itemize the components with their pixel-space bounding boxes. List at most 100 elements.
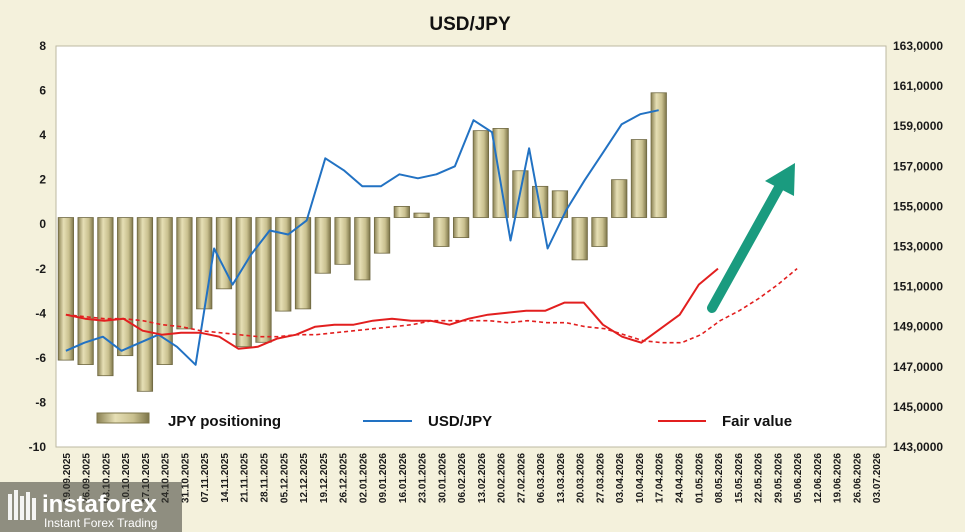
left-tick-3: 2 xyxy=(39,173,46,187)
bar-positioning-6 xyxy=(176,217,193,330)
left-tick-7: -6 xyxy=(35,351,46,365)
x-tick-29: 10.04.2026 xyxy=(635,453,646,503)
x-tick-5: 24.10.2025 xyxy=(161,453,172,503)
left-tick-0: 8 xyxy=(39,39,46,53)
x-tick-14: 26.12.2025 xyxy=(339,453,350,503)
bar-positioning-11 xyxy=(275,217,292,312)
x-tick-1: 26.09.2025 xyxy=(82,453,93,503)
x-tick-24: 06.03.2026 xyxy=(536,453,547,503)
bars-group xyxy=(57,92,667,392)
chart-title: USD/JPY xyxy=(429,14,511,35)
bar-positioning-27 xyxy=(591,217,608,247)
left-tick-6: -4 xyxy=(35,306,46,320)
x-tick-28: 03.04.2026 xyxy=(615,453,626,503)
bar-positioning-21 xyxy=(472,130,489,218)
x-tick-32: 01.05.2026 xyxy=(694,453,705,503)
trend-arrow-shaft xyxy=(707,177,787,313)
left-tick-1: 6 xyxy=(39,84,46,98)
bar-positioning-7 xyxy=(196,217,213,310)
lines-group xyxy=(65,109,798,366)
bar-positioning-26 xyxy=(571,217,588,261)
x-tick-10: 28.11.2025 xyxy=(260,453,271,503)
line-fair-value-forecast xyxy=(65,267,798,344)
x-tick-21: 13.02.2026 xyxy=(477,453,488,503)
left-tick-4: 0 xyxy=(39,217,46,231)
trend-arrow-head xyxy=(765,163,795,196)
bar-positioning-25 xyxy=(551,190,569,218)
watermark-background xyxy=(0,482,182,532)
trend-arrow xyxy=(707,163,795,313)
x-tick-0: 19.09.2025 xyxy=(62,453,73,503)
x-tick-7: 07.11.2025 xyxy=(200,453,211,503)
line-usd-jpy xyxy=(65,109,659,366)
x-tick-4: 17.10.2025 xyxy=(141,453,152,503)
x-tick-11: 05.12.2025 xyxy=(279,453,290,503)
legend-swatch-positioning xyxy=(96,412,150,424)
watermark: instaforex Instant Forex Trading xyxy=(0,482,182,532)
bar-positioning-17 xyxy=(393,205,410,218)
bar-positioning-24 xyxy=(532,185,549,218)
x-tick-34: 15.05.2026 xyxy=(734,453,745,503)
x-tick-23: 27.02.2026 xyxy=(516,453,527,503)
x-tick-35: 22.05.2026 xyxy=(754,453,765,503)
x-tick-25: 13.03.2026 xyxy=(556,453,567,503)
bar-positioning-1 xyxy=(77,217,94,365)
x-tick-20: 06.02.2026 xyxy=(457,453,468,503)
bar-positioning-20 xyxy=(453,217,470,238)
x-tick-22: 20.02.2026 xyxy=(497,453,508,503)
right-tick-0: 163,0000 xyxy=(893,39,943,53)
line-fair-value xyxy=(65,267,719,350)
x-tick-36: 29.05.2026 xyxy=(773,453,784,503)
bar-positioning-22 xyxy=(492,128,509,218)
axes-group: 8 6 4 2 0 -2 -4 -6 -8 -10 163,0000 161,0000 159,0000… xyxy=(29,39,944,503)
right-tick-9: 145,0000 xyxy=(893,400,943,414)
legend-label-positioning: JPY positioning xyxy=(168,413,281,430)
x-tick-8: 14.11.2025 xyxy=(220,453,231,503)
x-tick-31: 24.04.2026 xyxy=(675,453,686,503)
x-tick-33: 08.05.2026 xyxy=(714,453,725,503)
left-tick-8: -8 xyxy=(35,395,46,409)
x-tick-2: 03.10.2025 xyxy=(101,453,112,503)
right-tick-5: 153,0000 xyxy=(893,240,943,254)
right-tick-7: 149,0000 xyxy=(893,320,943,334)
left-tick-5: -2 xyxy=(35,262,46,276)
x-tick-19: 30.01.2026 xyxy=(437,453,448,503)
bar-positioning-9 xyxy=(235,217,252,348)
legend-label-usdjpy: USD/JPY xyxy=(428,413,492,430)
x-tick-3: 10.10.2025 xyxy=(121,453,132,503)
right-tick-3: 157,0000 xyxy=(893,159,943,173)
bar-positioning-16 xyxy=(373,217,391,254)
right-tick-4: 155,0000 xyxy=(893,199,943,213)
x-tick-38: 12.06.2026 xyxy=(813,453,824,503)
bar-positioning-10 xyxy=(255,217,272,343)
bar-positioning-2 xyxy=(97,217,114,377)
left-tick-2: 4 xyxy=(39,128,46,142)
legend: JPY positioning USD/JPY Fair value xyxy=(96,412,792,430)
x-tick-39: 19.06.2026 xyxy=(833,453,844,503)
x-tick-40: 26.06.2026 xyxy=(852,453,863,503)
bar-positioning-14 xyxy=(334,217,351,265)
bar-positioning-3 xyxy=(117,217,134,357)
x-tick-17: 16.01.2026 xyxy=(398,453,409,503)
x-tick-26: 20.03.2026 xyxy=(576,453,587,503)
bar-positioning-13 xyxy=(314,217,331,274)
x-tick-16: 09.01.2026 xyxy=(378,453,389,503)
left-tick-9: -10 xyxy=(29,440,47,454)
right-tick-8: 147,0000 xyxy=(893,360,943,374)
x-tick-6: 31.10.2025 xyxy=(180,453,191,503)
bar-positioning-0 xyxy=(57,217,74,361)
x-tick-41: 03.07.2026 xyxy=(872,453,883,503)
watermark-brand: instaforex xyxy=(42,491,157,518)
bar-positioning-19 xyxy=(433,217,450,247)
right-tick-1: 161,0000 xyxy=(893,79,943,93)
right-tick-6: 151,0000 xyxy=(893,280,943,294)
bar-positioning-30 xyxy=(650,92,667,218)
right-tick-10: 143,0000 xyxy=(893,440,943,454)
x-tick-37: 05.06.2026 xyxy=(793,453,804,503)
bar-positioning-12 xyxy=(294,217,312,310)
x-tick-30: 17.04.2026 xyxy=(655,453,666,503)
x-tick-15: 02.01.2026 xyxy=(358,453,369,503)
x-tick-13: 19.12.2025 xyxy=(319,453,330,503)
